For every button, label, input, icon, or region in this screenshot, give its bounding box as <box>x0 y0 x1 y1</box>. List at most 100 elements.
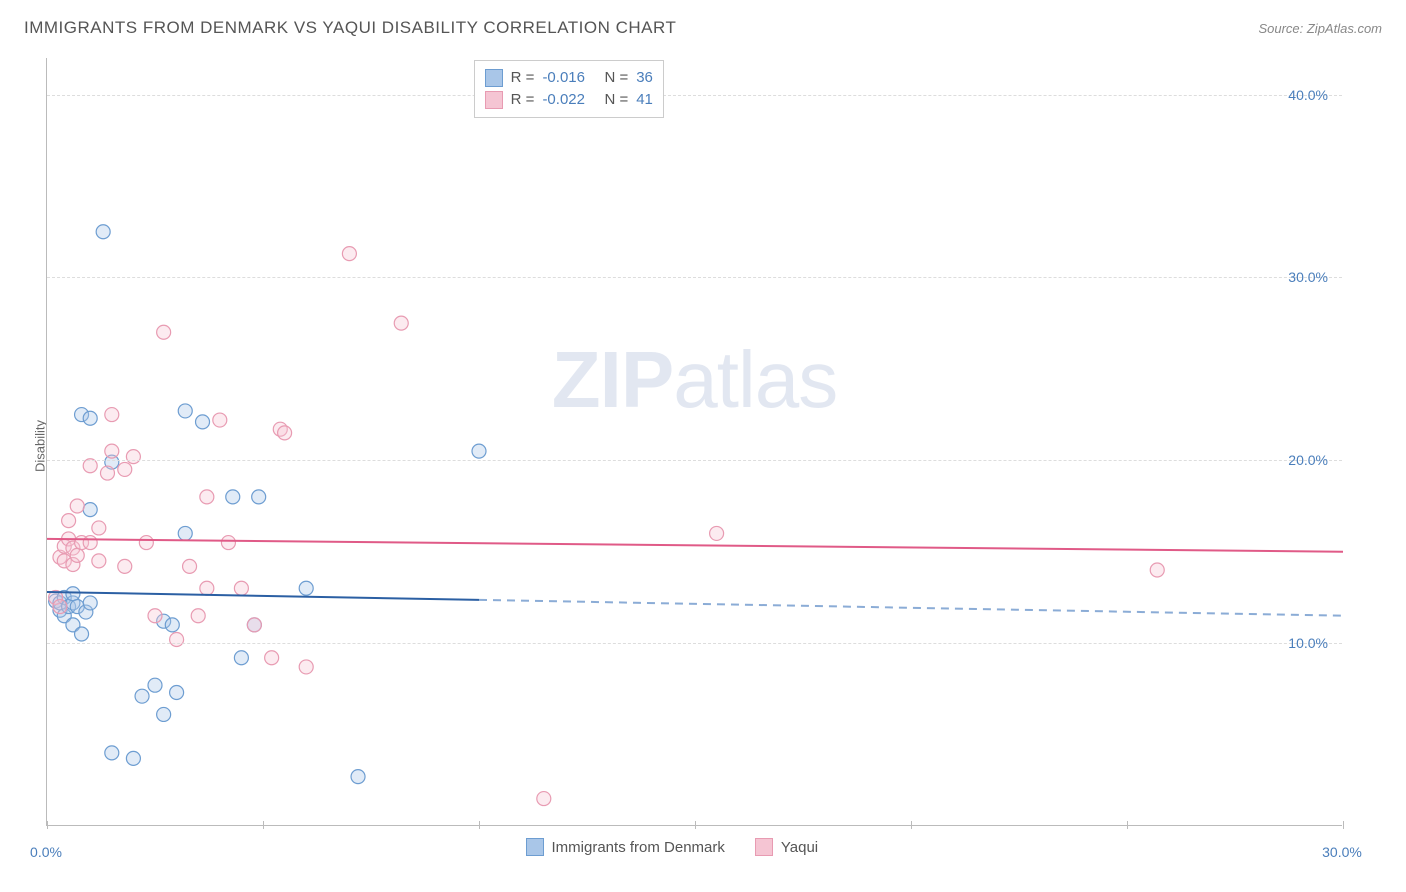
legend-n-label: N = <box>604 89 628 111</box>
trend-line <box>47 539 1343 552</box>
gridline-h <box>47 277 1342 278</box>
data-point <box>118 462 132 476</box>
legend-swatch <box>485 91 503 109</box>
xtick <box>47 821 48 829</box>
data-point <box>234 651 248 665</box>
data-point <box>472 444 486 458</box>
data-point <box>118 559 132 573</box>
data-point <box>278 426 292 440</box>
data-point <box>83 411 97 425</box>
legend-r-label: R = <box>511 89 535 111</box>
xtick <box>695 821 696 829</box>
xtick <box>1343 821 1344 829</box>
chart-svg <box>47 58 1342 825</box>
data-point <box>96 225 110 239</box>
legend-swatch <box>755 838 773 856</box>
data-point <box>148 678 162 692</box>
data-point <box>135 689 149 703</box>
legend-n-value: 36 <box>636 67 653 89</box>
data-point <box>66 587 80 601</box>
data-point <box>394 316 408 330</box>
data-point <box>226 490 240 504</box>
data-point <box>157 325 171 339</box>
data-point <box>100 466 114 480</box>
legend-series-label: Yaqui <box>781 839 818 856</box>
data-point <box>234 581 248 595</box>
legend-r-value: -0.016 <box>542 67 596 89</box>
ytick-label: 20.0% <box>1288 452 1328 468</box>
data-point <box>183 559 197 573</box>
data-point <box>105 444 119 458</box>
data-point <box>126 751 140 765</box>
data-point <box>139 536 153 550</box>
ytick-label: 30.0% <box>1288 269 1328 285</box>
data-point <box>170 686 184 700</box>
data-point <box>200 581 214 595</box>
legend-series-label: Immigrants from Denmark <box>552 839 725 856</box>
data-point <box>247 618 261 632</box>
data-point <box>62 514 76 528</box>
legend-stats-row: R = -0.016 N = 36 <box>485 67 653 89</box>
data-point <box>299 581 313 595</box>
data-point <box>200 490 214 504</box>
data-point <box>196 415 210 429</box>
data-point <box>299 660 313 674</box>
data-point <box>213 413 227 427</box>
data-point <box>83 503 97 517</box>
trend-line-dashed <box>479 600 1343 616</box>
data-point <box>92 521 106 535</box>
legend-series-item: Yaqui <box>755 838 818 856</box>
xtick <box>1127 821 1128 829</box>
legend-r-label: R = <box>511 67 535 89</box>
data-point <box>157 707 171 721</box>
data-point <box>710 526 724 540</box>
legend-stats-row: R = -0.022 N = 41 <box>485 89 653 111</box>
gridline-h <box>47 95 1342 96</box>
xtick <box>479 821 480 829</box>
legend-n-value: 41 <box>636 89 653 111</box>
data-point <box>178 404 192 418</box>
data-point <box>537 792 551 806</box>
xtick <box>911 821 912 829</box>
data-point <box>126 450 140 464</box>
ytick-label: 40.0% <box>1288 87 1328 103</box>
xtick-label: 30.0% <box>1322 844 1362 860</box>
data-point <box>178 526 192 540</box>
data-point <box>105 746 119 760</box>
data-point <box>1150 563 1164 577</box>
ytick-label: 10.0% <box>1288 635 1328 651</box>
legend-series: Immigrants from Denmark Yaqui <box>526 838 819 856</box>
data-point <box>148 609 162 623</box>
data-point <box>221 536 235 550</box>
data-point <box>105 408 119 422</box>
legend-r-value: -0.022 <box>542 89 596 111</box>
gridline-h <box>47 643 1342 644</box>
trend-line <box>47 592 479 600</box>
legend-swatch <box>485 69 503 87</box>
xtick-label: 0.0% <box>30 844 62 860</box>
data-point <box>75 627 89 641</box>
source-label: Source: ZipAtlas.com <box>1258 21 1382 36</box>
data-point <box>191 609 205 623</box>
data-point <box>170 632 184 646</box>
data-point <box>351 770 365 784</box>
data-point <box>83 596 97 610</box>
title-bar: IMMIGRANTS FROM DENMARK VS YAQUI DISABIL… <box>24 18 1382 38</box>
data-point <box>265 651 279 665</box>
legend-swatch <box>526 838 544 856</box>
data-point <box>70 548 84 562</box>
data-point <box>165 618 179 632</box>
legend-stats: R = -0.016 N = 36 R = -0.022 N = 41 <box>474 60 664 118</box>
data-point <box>92 554 106 568</box>
gridline-h <box>47 460 1342 461</box>
data-point <box>83 536 97 550</box>
data-point <box>342 247 356 261</box>
data-point <box>70 499 84 513</box>
legend-n-label: N = <box>604 67 628 89</box>
xtick <box>263 821 264 829</box>
chart-title: IMMIGRANTS FROM DENMARK VS YAQUI DISABIL… <box>24 18 676 38</box>
legend-series-item: Immigrants from Denmark <box>526 838 725 856</box>
plot-area: ZIPatlas 10.0%20.0%30.0%40.0% <box>46 58 1342 826</box>
data-point <box>53 600 67 614</box>
data-point <box>252 490 266 504</box>
